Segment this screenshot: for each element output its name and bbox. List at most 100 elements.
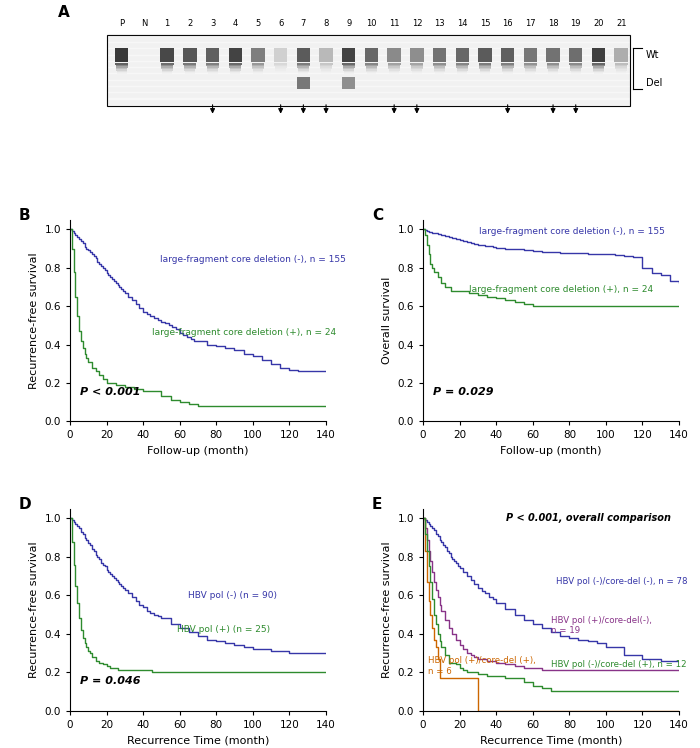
Bar [479,64,491,66]
Text: 2: 2 [187,19,192,28]
Bar [186,74,195,76]
Bar [367,73,377,74]
Bar [616,71,626,73]
Text: large-fragment core deletion (+), n = 24: large-fragment core deletion (+), n = 24 [469,285,653,294]
Bar [106,43,630,44]
Bar [116,67,127,70]
Bar [388,48,401,62]
Bar [524,64,536,66]
Bar [106,77,630,79]
Bar [106,35,630,37]
Bar [251,48,265,62]
X-axis label: Follow-up (month): Follow-up (month) [500,446,602,456]
Bar [548,71,558,73]
Bar [593,67,604,70]
Bar [434,67,445,70]
Bar [480,71,490,73]
Bar [389,69,400,71]
Bar [298,69,309,71]
Bar [106,79,630,81]
Bar [435,73,444,74]
Bar [457,71,468,73]
Bar [343,69,354,71]
Bar [366,67,377,70]
Bar [298,73,308,74]
Bar [229,48,242,62]
Bar [184,69,195,71]
Bar [206,66,218,67]
Bar [161,63,174,64]
Bar [106,93,630,94]
Bar [389,74,399,76]
Text: large-fragment core deletion (+), n = 24: large-fragment core deletion (+), n = 24 [152,328,336,337]
Bar [106,63,630,64]
Bar [297,48,310,62]
Bar [106,52,630,53]
Bar [547,64,559,66]
Bar [162,74,172,76]
Bar [116,64,128,66]
Bar [365,66,377,67]
Bar [252,66,264,67]
Bar [480,69,491,71]
Bar [503,74,512,76]
Bar [570,71,581,73]
Bar [229,64,241,66]
Bar [106,71,630,73]
Bar [548,73,558,74]
Bar [106,103,630,105]
Bar [592,64,605,66]
Bar [253,71,263,73]
Text: 21: 21 [616,19,626,28]
Bar [106,35,630,105]
Bar [593,69,604,71]
Bar [184,67,195,70]
Bar [229,63,241,64]
Text: 11: 11 [389,19,400,28]
Bar [106,58,630,59]
Bar [106,88,630,89]
Text: 3: 3 [210,19,215,28]
Bar [298,71,309,73]
Bar [479,63,491,64]
Bar [389,67,400,70]
Bar [524,66,536,67]
Bar [434,69,445,71]
Bar [388,63,400,64]
Bar [456,48,469,62]
Bar [321,69,332,71]
Text: HBV pol (+) (n = 25): HBV pol (+) (n = 25) [178,625,271,634]
Bar [547,63,559,64]
Bar [298,64,309,66]
Bar [480,67,491,70]
Bar [275,69,286,71]
Text: 18: 18 [547,19,559,28]
Text: C: C [372,208,383,223]
Bar [106,94,630,95]
Bar [480,74,489,76]
Bar [344,71,354,73]
Bar [367,74,376,76]
Bar [106,61,630,63]
Bar [547,69,559,71]
Bar [106,81,630,82]
Text: P < 0.001, overall comparison: P < 0.001, overall comparison [506,513,671,523]
Bar [230,67,241,70]
Bar [411,66,423,67]
Bar [342,64,355,66]
Text: 8: 8 [323,19,329,28]
Bar [524,63,537,64]
Bar [253,74,262,76]
Bar [160,48,174,62]
Bar [548,74,558,76]
Bar [117,73,127,74]
Bar [321,74,330,76]
Bar [433,64,446,66]
Bar [106,83,630,85]
Text: D: D [19,497,32,512]
Bar [117,71,127,73]
Text: Wt: Wt [645,50,659,60]
Bar [321,73,331,74]
Bar [106,57,630,58]
Bar [389,71,399,73]
